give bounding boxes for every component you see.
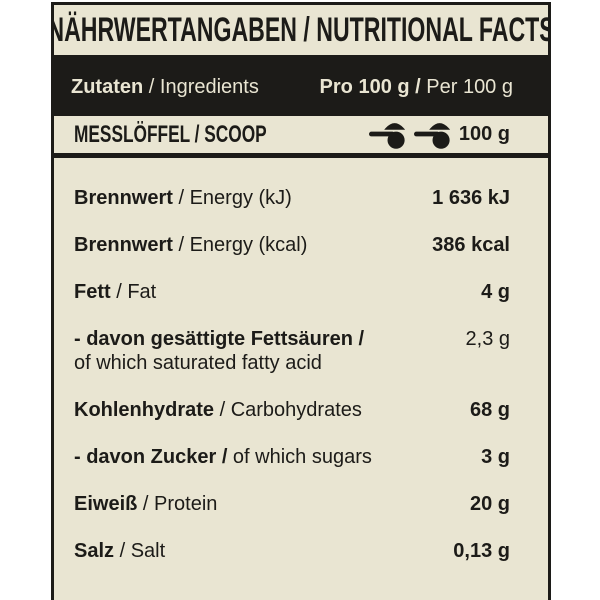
nutrient-label-en: / Protein bbox=[137, 493, 218, 515]
per-100g-header-en: Per 100 g bbox=[420, 75, 513, 98]
table-row-energy-kj: Brennwert / Energy (kJ) 1 636 kJ bbox=[74, 186, 510, 210]
nutrient-value: 68 g bbox=[469, 399, 510, 421]
nutrient-value: 1 636 kJ bbox=[432, 187, 510, 209]
header-bar: Zutaten / Ingredients Pro 100 g / Per 10… bbox=[51, 58, 551, 116]
nutrient-label-de: Brennwert bbox=[74, 234, 173, 256]
nutrient-label: - davon Zucker / of which sugars bbox=[74, 445, 372, 469]
scoop-label: MESSLÖFFEL / SCOOP bbox=[74, 120, 267, 148]
scoop-row: MESSLÖFFEL / SCOOP 100 g bbox=[51, 116, 551, 158]
nutrient-label-de: Eiweiß bbox=[74, 493, 138, 515]
nutrient-value: 20 g bbox=[469, 493, 510, 515]
nutrient-value: 2,3 g bbox=[465, 328, 510, 350]
nutrient-label-en: / Fat bbox=[110, 281, 157, 303]
nutrient-value: 386 kcal bbox=[432, 234, 510, 256]
nutrition-table: Brennwert / Energy (kJ) 1 636 kJ Brennwe… bbox=[51, 158, 551, 600]
table-row-fat: Fett / Fat 4 g bbox=[74, 280, 510, 304]
table-row-protein: Eiweiß / Protein 20 g bbox=[74, 492, 510, 516]
scoop-icon bbox=[413, 123, 450, 149]
nutrient-value: 3 g bbox=[481, 446, 510, 468]
ingredients-header-de: Zutaten bbox=[71, 75, 144, 98]
nutrient-label-de: - davon Zucker / bbox=[74, 446, 228, 468]
scoop-icon bbox=[368, 123, 405, 149]
nutrient-label-de: Salz bbox=[74, 540, 115, 562]
page-title: NÄHRWERTANGABEN / NUTRITIONAL FACTS bbox=[51, 10, 551, 49]
nutrient-value: 0,13 g bbox=[453, 540, 510, 562]
scoop-amount: 100 g bbox=[458, 123, 510, 145]
nutrient-label-en: / Energy (kcal) bbox=[172, 234, 308, 256]
nutrient-label: Eiweiß / Protein bbox=[74, 492, 217, 516]
nutrient-label: Salz / Salt bbox=[74, 539, 165, 563]
per-100g-header-de: Pro 100 g / bbox=[319, 75, 421, 98]
table-row-salt: Salz / Salt 0,13 g bbox=[74, 539, 510, 563]
table-row-carbohydrates: Kohlenhydrate / Carbohydrates 68 g bbox=[74, 398, 510, 422]
nutrient-label-de: - davon gesättigte Fettsäuren / bbox=[74, 328, 365, 350]
nutrient-label: Kohlenhydrate / Carbohydrates bbox=[74, 398, 362, 422]
nutrient-label: Brennwert / Energy (kcal) bbox=[74, 233, 307, 257]
nutrient-label-en: of which sugars bbox=[227, 446, 372, 468]
table-row-sugars: - davon Zucker / of which sugars 3 g bbox=[74, 445, 510, 469]
scoop-value-group: 100 g bbox=[368, 120, 510, 149]
table-row-saturated-fat: - davon gesättigte Fettsäuren / of which … bbox=[74, 327, 510, 375]
nutrient-label: Brennwert / Energy (kJ) bbox=[74, 186, 292, 210]
ingredients-header: Zutaten / Ingredients bbox=[71, 76, 259, 99]
per-100g-header: Pro 100 g / Per 100 g bbox=[320, 76, 513, 99]
title-box: NÄHRWERTANGABEN / NUTRITIONAL FACTS bbox=[51, 2, 551, 58]
nutrition-label: NÄHRWERTANGABEN / NUTRITIONAL FACTS Zuta… bbox=[51, 2, 551, 600]
nutrient-label-de: Kohlenhydrate bbox=[74, 399, 215, 421]
nutrient-label-en: / Carbohydrates bbox=[214, 399, 362, 421]
nutrient-label-de: Brennwert bbox=[74, 187, 173, 209]
nutrient-label-en: / Salt bbox=[114, 540, 166, 562]
ingredients-header-en: / Ingredients bbox=[143, 75, 259, 98]
nutrient-label: Fett / Fat bbox=[74, 280, 156, 304]
nutrient-label-de: Fett bbox=[74, 281, 111, 303]
nutrient-value: 4 g bbox=[481, 281, 510, 303]
table-row-energy-kcal: Brennwert / Energy (kcal) 386 kcal bbox=[74, 233, 510, 257]
nutrient-label-en: of which saturated fatty acid bbox=[74, 352, 322, 374]
nutrient-label: - davon gesättigte Fettsäuren / of which … bbox=[74, 327, 364, 375]
nutrient-label-en: / Energy (kJ) bbox=[172, 187, 292, 209]
